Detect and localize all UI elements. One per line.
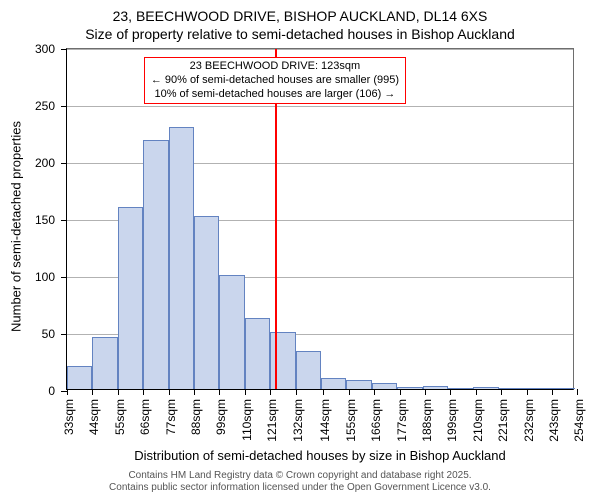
xtick-mark bbox=[501, 389, 502, 395]
xtick-label: 132sqm bbox=[291, 399, 305, 442]
xtick-mark bbox=[425, 389, 426, 395]
ytick-mark bbox=[61, 49, 67, 50]
x-axis-label: Distribution of semi-detached houses by … bbox=[66, 448, 574, 463]
y-axis-label: Number of semi-detached properties bbox=[9, 121, 24, 332]
xtick-label: 121sqm bbox=[265, 399, 279, 442]
xtick-label: 199sqm bbox=[445, 399, 459, 442]
xtick-mark bbox=[194, 389, 195, 395]
histogram-bar bbox=[346, 380, 371, 389]
histogram-bar bbox=[169, 127, 194, 389]
xtick-mark bbox=[476, 389, 477, 395]
chart-subtitle: Size of property relative to semi-detach… bbox=[0, 26, 600, 42]
annotation-line: ← 90% of semi-detached houses are smalle… bbox=[151, 74, 399, 88]
ytick-label: 150 bbox=[35, 213, 55, 227]
ytick-label: 100 bbox=[35, 270, 55, 284]
xtick-label: 110sqm bbox=[240, 399, 254, 441]
xtick-mark bbox=[349, 389, 350, 395]
xtick-mark bbox=[92, 389, 93, 395]
xtick-label: 88sqm bbox=[189, 399, 203, 435]
ytick-mark bbox=[61, 220, 67, 221]
ytick-mark bbox=[61, 163, 67, 164]
xtick-label: 66sqm bbox=[138, 399, 152, 435]
gridline bbox=[67, 106, 573, 107]
xtick-mark bbox=[143, 389, 144, 395]
xtick-label: 55sqm bbox=[113, 399, 127, 435]
histogram-bar bbox=[372, 383, 397, 389]
ytick-mark bbox=[61, 106, 67, 107]
annotation-line: 10% of semi-detached houses are larger (… bbox=[151, 88, 399, 102]
xtick-label: 188sqm bbox=[420, 399, 434, 442]
histogram-bar bbox=[397, 387, 422, 389]
histogram-bar bbox=[321, 378, 346, 389]
annotation-line: 23 BEECHWOOD DRIVE: 123sqm bbox=[151, 60, 399, 74]
xtick-mark bbox=[374, 389, 375, 395]
histogram-bar bbox=[423, 386, 448, 389]
histogram-bar bbox=[143, 140, 168, 389]
xtick-label: 210sqm bbox=[471, 399, 485, 442]
histogram-bar bbox=[194, 216, 219, 389]
ytick-label: 250 bbox=[35, 99, 55, 113]
xtick-mark bbox=[169, 389, 170, 395]
xtick-mark bbox=[323, 389, 324, 395]
histogram-bar bbox=[448, 388, 473, 389]
histogram-bar bbox=[499, 388, 524, 389]
xtick-mark bbox=[245, 389, 246, 395]
histogram-bar bbox=[245, 318, 270, 389]
xtick-mark bbox=[400, 389, 401, 395]
xtick-label: 221sqm bbox=[496, 399, 510, 442]
histogram-bar bbox=[219, 275, 244, 389]
annotation-box: 23 BEECHWOOD DRIVE: 123sqm← 90% of semi-… bbox=[144, 57, 406, 104]
property-size-histogram: 23, BEECHWOOD DRIVE, BISHOP AUCKLAND, DL… bbox=[0, 0, 600, 500]
xtick-label: 232sqm bbox=[522, 399, 536, 442]
xtick-label: 254sqm bbox=[572, 399, 586, 442]
xtick-mark bbox=[577, 389, 578, 395]
ytick-mark bbox=[61, 334, 67, 335]
xtick-label: 177sqm bbox=[395, 399, 409, 442]
xtick-label: 166sqm bbox=[369, 399, 383, 442]
histogram-bar bbox=[524, 388, 549, 389]
ytick-label: 200 bbox=[35, 156, 55, 170]
xtick-mark bbox=[219, 389, 220, 395]
histogram-bar bbox=[473, 387, 498, 389]
histogram-bar bbox=[67, 366, 92, 389]
ytick-label: 50 bbox=[42, 327, 55, 341]
xtick-label: 155sqm bbox=[344, 399, 358, 442]
ytick-label: 0 bbox=[48, 384, 55, 398]
histogram-bar bbox=[118, 207, 143, 389]
histogram-bar bbox=[550, 388, 575, 389]
ytick-label: 300 bbox=[35, 42, 55, 56]
chart-title: 23, BEECHWOOD DRIVE, BISHOP AUCKLAND, DL… bbox=[0, 8, 600, 24]
ytick-mark bbox=[61, 277, 67, 278]
xtick-label: 144sqm bbox=[318, 399, 332, 442]
histogram-bar bbox=[92, 337, 117, 389]
xtick-mark bbox=[118, 389, 119, 395]
xtick-label: 33sqm bbox=[62, 399, 76, 435]
xtick-label: 77sqm bbox=[164, 399, 178, 435]
footer-credit-1: Contains HM Land Registry data © Crown c… bbox=[0, 470, 600, 481]
histogram-bar bbox=[296, 351, 321, 389]
xtick-mark bbox=[450, 389, 451, 395]
xtick-mark bbox=[527, 389, 528, 395]
xtick-mark bbox=[296, 389, 297, 395]
footer-credit-2: Contains public sector information licen… bbox=[0, 482, 600, 493]
gridline bbox=[67, 49, 573, 50]
xtick-label: 243sqm bbox=[547, 399, 561, 442]
xtick-mark bbox=[552, 389, 553, 395]
plot-area: 05010015020025030033sqm44sqm55sqm66sqm77… bbox=[66, 48, 574, 390]
xtick-mark bbox=[67, 389, 68, 395]
xtick-mark bbox=[270, 389, 271, 395]
xtick-label: 44sqm bbox=[87, 399, 101, 435]
xtick-label: 99sqm bbox=[214, 399, 228, 435]
